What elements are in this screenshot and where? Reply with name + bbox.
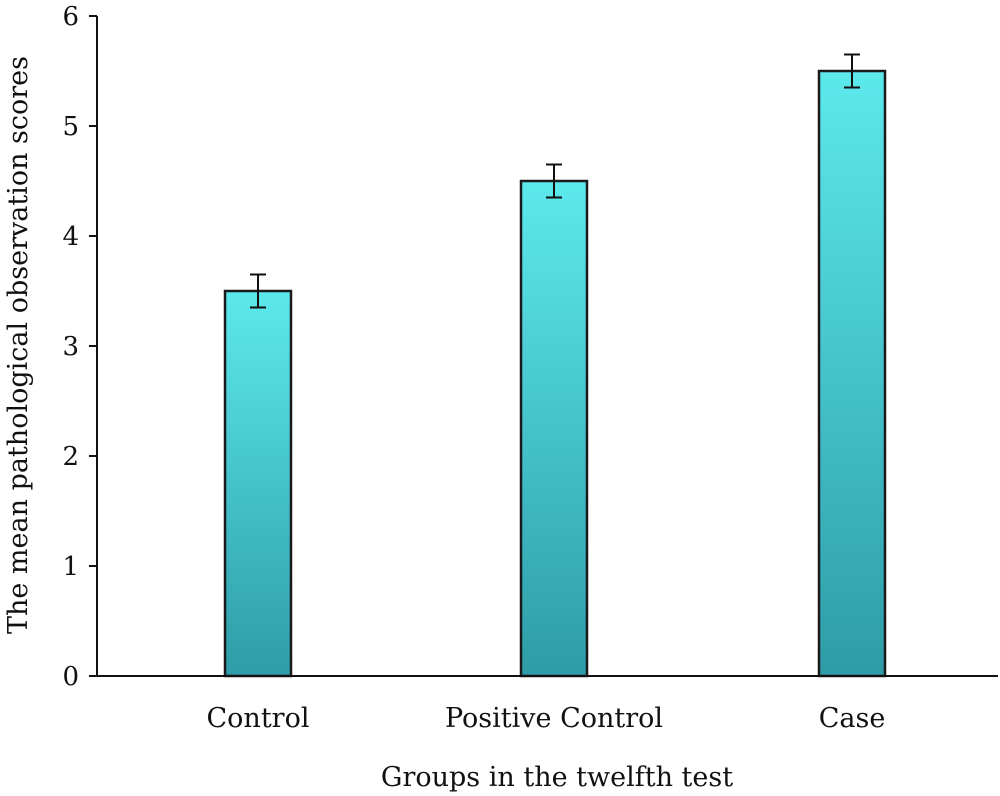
y-tick-label: 1 <box>62 552 79 582</box>
error-bar <box>844 53 860 89</box>
x-tick-label: Positive Control <box>445 703 663 734</box>
bar-case <box>817 69 887 678</box>
y-tick-label: 4 <box>62 222 79 252</box>
bar-control <box>223 289 293 678</box>
x-axis-title: Groups in the twelfth test <box>381 762 733 793</box>
x-tick-label: Control <box>207 703 310 734</box>
error-bar <box>546 163 562 199</box>
error-bar <box>250 273 266 309</box>
x-tick-labels: Control Positive Control Case <box>207 703 886 734</box>
bars-layer <box>223 69 887 678</box>
x-tick-label: Case <box>819 703 886 734</box>
y-tick-label: 3 <box>62 332 79 362</box>
y-tick-label: 5 <box>62 112 79 142</box>
y-tick-label: 6 <box>62 2 79 32</box>
bar-positive-control <box>519 179 589 678</box>
error-bars-layer <box>250 53 860 309</box>
y-ticks: 0 1 2 3 4 5 6 <box>62 2 97 692</box>
y-tick-label: 2 <box>62 442 79 472</box>
y-axis-title: The mean pathological observation scores <box>3 56 34 634</box>
y-tick-label: 0 <box>62 662 79 692</box>
